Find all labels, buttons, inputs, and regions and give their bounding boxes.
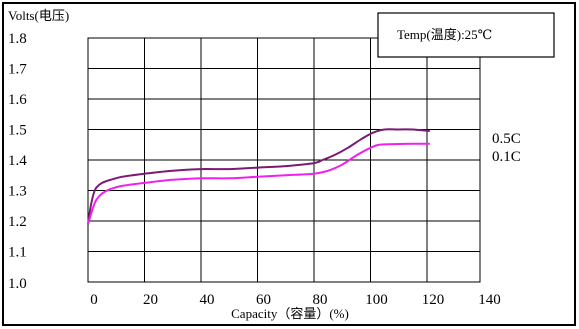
x-tick-label: 140 (478, 292, 501, 308)
series-label: 0.1C (492, 149, 521, 165)
series-labels: 0.5C 0.1C (492, 131, 521, 165)
y-axis-label: Volts(电压) (8, 8, 69, 23)
y-tick-label: 1.2 (8, 214, 27, 230)
x-tick-label: 20 (143, 292, 158, 308)
y-tick-label: 1.7 (8, 62, 27, 78)
x-tick-label: 40 (200, 292, 215, 308)
tick-labels: 0 20 40 60 80 100 120 140 1.0 1.1 1.2 1.3 1.4 1.5 1.6 1… (8, 31, 501, 308)
y-tick-label: 1.0 (8, 276, 27, 292)
y-tick-label: 1.4 (8, 153, 27, 169)
y-tick-label: 1.6 (8, 92, 27, 108)
x-tick-label: 80 (313, 292, 328, 308)
x-axis-label: Capacity（容量）(%) (231, 306, 349, 321)
series-label: 0.5C (492, 131, 521, 147)
x-tick-label: 120 (422, 292, 445, 308)
x-tick-label: 100 (365, 292, 388, 308)
y-tick-label: 1.8 (8, 31, 27, 47)
y-tick-label: 1.1 (8, 245, 27, 261)
temperature-annotation: Temp(温度):25℃ (397, 27, 492, 42)
x-tick-label: 60 (256, 292, 271, 308)
series-line-0.5C (87, 128, 430, 225)
y-tick-label: 1.5 (8, 123, 27, 139)
series-line-0.1C (87, 142, 430, 225)
y-tick-label: 1.3 (8, 184, 27, 200)
annotation-box (377, 12, 555, 58)
series-lines (87, 128, 430, 225)
grid-lines (87, 37, 481, 283)
x-tick-label: 0 (90, 292, 98, 308)
